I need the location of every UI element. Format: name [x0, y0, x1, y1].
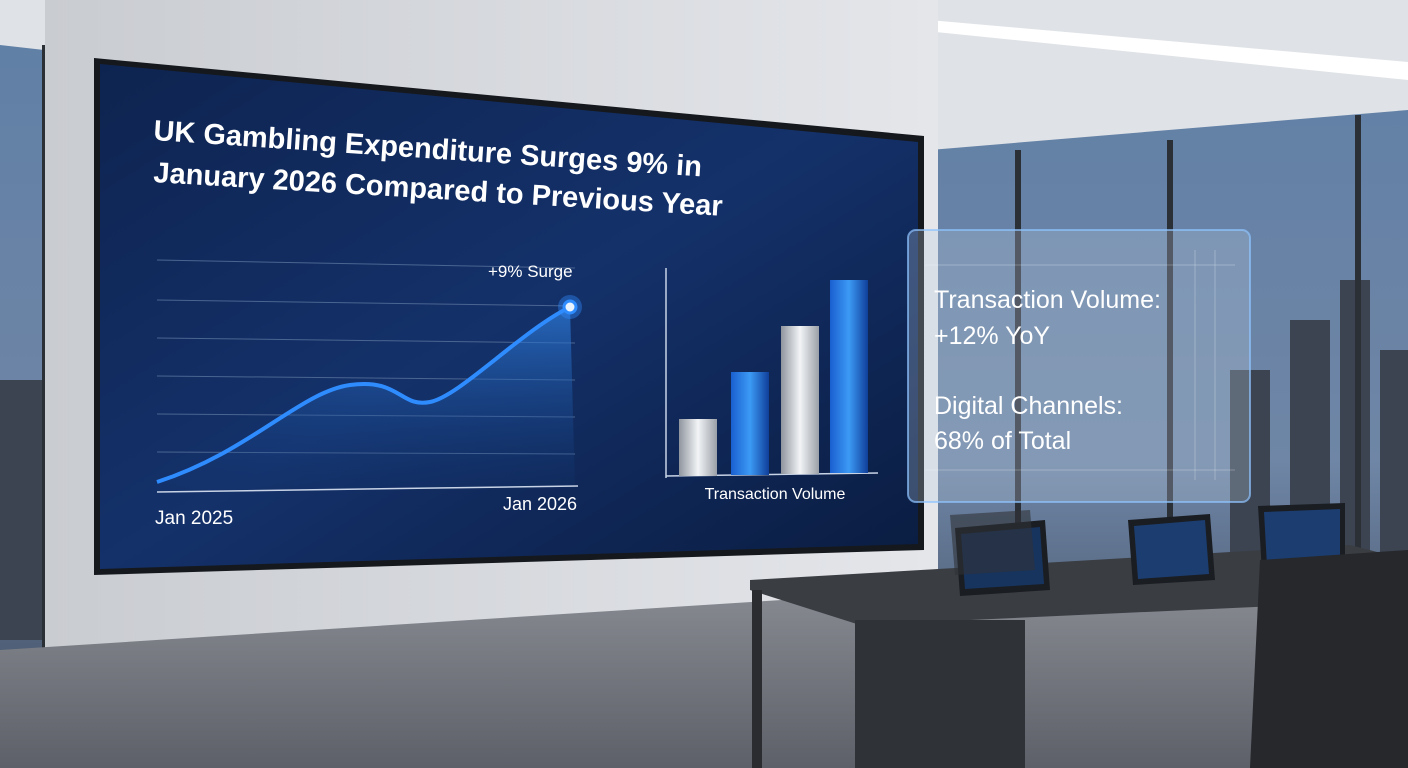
office-chair — [1250, 550, 1408, 768]
desk-top — [750, 545, 1408, 625]
panel-value: 68% of Total — [934, 427, 1071, 455]
x-label: Jan 2025 — [155, 508, 233, 529]
bar — [781, 326, 819, 474]
desk-cabinet — [855, 620, 1025, 768]
panel-label: Digital Channels: — [934, 392, 1123, 420]
laptop-screen — [1134, 520, 1209, 579]
laptop-screen — [1264, 509, 1340, 566]
x-label: Jan 2026 — [503, 494, 577, 514]
bar-label: Transaction Volume — [705, 486, 846, 503]
bar — [731, 372, 769, 475]
annotation: +9% Surge — [488, 262, 573, 281]
panel-value: +12% YoY — [934, 322, 1050, 350]
desk-leg — [752, 590, 762, 768]
line-area — [157, 307, 575, 490]
bar — [679, 419, 717, 476]
panel-label: Transaction Volume: — [934, 286, 1161, 314]
x-axis — [156, 485, 579, 493]
glass-panel — [907, 229, 1251, 503]
endpoint — [562, 299, 578, 315]
bar — [830, 280, 868, 473]
chair-back — [950, 510, 1035, 575]
panel-guides — [925, 250, 1235, 480]
trend-line — [156, 305, 571, 484]
